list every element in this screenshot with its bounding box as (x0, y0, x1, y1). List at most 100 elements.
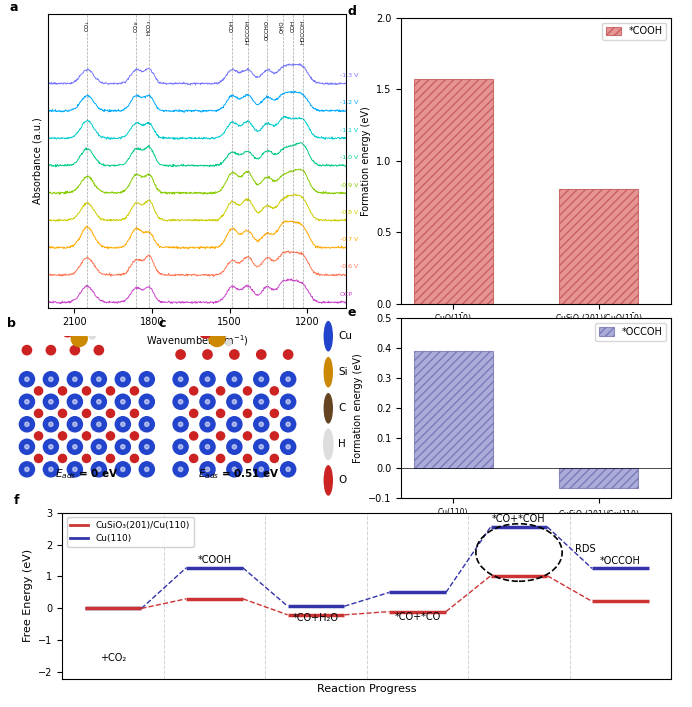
Text: CO$_B$: CO$_B$ (132, 20, 141, 33)
Circle shape (200, 395, 215, 409)
Circle shape (35, 455, 43, 462)
Circle shape (259, 467, 264, 472)
Circle shape (44, 439, 58, 455)
Text: HCO$_3$: HCO$_3$ (145, 20, 154, 36)
Circle shape (67, 395, 82, 409)
Circle shape (97, 377, 101, 381)
Circle shape (233, 377, 237, 381)
Circle shape (280, 395, 295, 409)
Circle shape (254, 439, 268, 455)
Circle shape (120, 445, 125, 449)
Circle shape (48, 399, 53, 404)
Text: Cu: Cu (338, 331, 352, 341)
Circle shape (145, 422, 149, 426)
Circle shape (19, 416, 35, 432)
Circle shape (73, 445, 77, 449)
Circle shape (116, 372, 130, 387)
Text: OCP: OCP (340, 292, 352, 297)
Circle shape (280, 462, 295, 477)
Text: *CO+*CO: *CO+*CO (394, 612, 441, 621)
Text: -1.0 V: -1.0 V (340, 155, 358, 160)
Circle shape (200, 372, 215, 387)
Circle shape (206, 467, 210, 472)
Circle shape (206, 422, 210, 426)
Circle shape (67, 439, 82, 455)
Circle shape (91, 372, 107, 387)
Circle shape (25, 445, 29, 449)
Circle shape (145, 467, 149, 472)
Text: -1.3 V: -1.3 V (340, 74, 358, 78)
Text: HOCCOH: HOCCOH (301, 20, 306, 44)
Text: f: f (14, 494, 19, 507)
Circle shape (19, 372, 35, 387)
Text: +CO₂: +CO₂ (100, 653, 126, 663)
Circle shape (244, 432, 251, 440)
Circle shape (254, 372, 268, 387)
Circle shape (120, 377, 125, 381)
Circle shape (173, 372, 188, 387)
Circle shape (259, 422, 264, 426)
Circle shape (190, 409, 198, 417)
Circle shape (97, 399, 101, 404)
Circle shape (58, 455, 66, 462)
Circle shape (67, 372, 82, 387)
Circle shape (206, 399, 210, 404)
Circle shape (324, 429, 333, 460)
Circle shape (89, 332, 96, 339)
Text: b: b (7, 317, 15, 330)
Circle shape (139, 439, 154, 455)
Text: RDS: RDS (575, 544, 595, 554)
Circle shape (179, 422, 183, 426)
Text: COH: COH (230, 20, 235, 32)
Circle shape (48, 422, 53, 426)
Circle shape (22, 346, 32, 355)
Circle shape (206, 445, 210, 449)
Circle shape (25, 422, 29, 426)
Circle shape (116, 395, 130, 409)
Circle shape (91, 439, 107, 455)
Circle shape (107, 387, 115, 395)
Circle shape (271, 409, 278, 417)
Circle shape (227, 372, 242, 387)
Circle shape (46, 346, 55, 355)
Circle shape (145, 377, 149, 381)
Text: -1.1 V: -1.1 V (340, 128, 358, 133)
Circle shape (58, 432, 66, 440)
Y-axis label: Formation energy (eV): Formation energy (eV) (353, 354, 363, 463)
Text: c: c (158, 317, 166, 330)
Circle shape (71, 331, 87, 346)
Circle shape (44, 372, 58, 387)
Text: *OCCOH: *OCCOH (600, 556, 641, 566)
Circle shape (58, 387, 66, 395)
Circle shape (139, 462, 154, 477)
Circle shape (82, 455, 91, 462)
Circle shape (324, 321, 333, 351)
Circle shape (190, 432, 198, 440)
Circle shape (259, 377, 264, 381)
Circle shape (120, 422, 125, 426)
Text: *CO+H₂O: *CO+H₂O (293, 613, 339, 623)
Text: OHO: OHO (280, 20, 285, 33)
Circle shape (25, 399, 29, 404)
Circle shape (203, 350, 212, 359)
Circle shape (19, 395, 35, 409)
Circle shape (179, 377, 183, 381)
Circle shape (120, 467, 125, 472)
Circle shape (254, 462, 268, 477)
Y-axis label: Free Energy (eV): Free Energy (eV) (23, 549, 33, 642)
Circle shape (91, 416, 107, 432)
Circle shape (130, 455, 138, 462)
Text: HOCCOH: HOCCOH (245, 20, 251, 44)
Text: *CO+*COH: *CO+*COH (492, 514, 546, 524)
Circle shape (286, 422, 291, 426)
Text: CO$_L$: CO$_L$ (83, 20, 92, 32)
Circle shape (116, 462, 130, 477)
Circle shape (82, 387, 91, 395)
Circle shape (226, 339, 232, 346)
Circle shape (35, 387, 43, 395)
Text: -0.8 V: -0.8 V (340, 210, 358, 215)
Circle shape (209, 331, 225, 346)
Circle shape (107, 409, 115, 417)
Circle shape (271, 455, 278, 462)
Circle shape (173, 416, 188, 432)
